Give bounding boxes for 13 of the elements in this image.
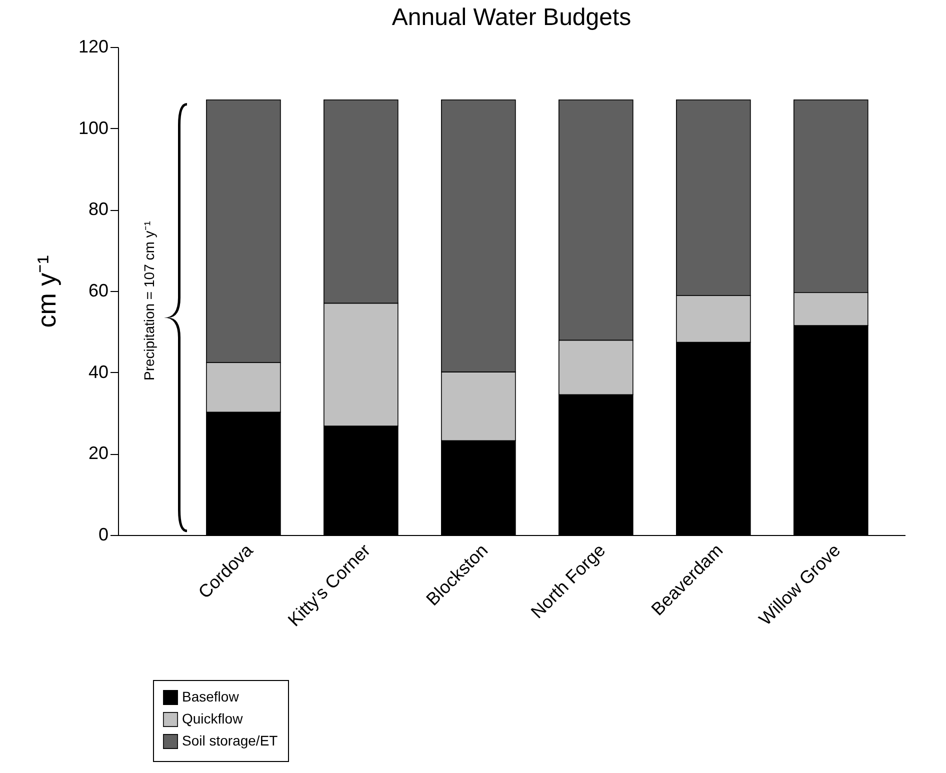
y-tick-label: 40 bbox=[88, 362, 108, 382]
legend-label: Quickflow bbox=[182, 710, 244, 726]
y-tick-label: 20 bbox=[88, 443, 108, 464]
y-tick-label: 80 bbox=[88, 199, 108, 220]
legend-label: Soil storage/ET bbox=[182, 732, 278, 748]
y-axis-title: cm y⁻¹ bbox=[31, 254, 62, 328]
y-tick-label: 100 bbox=[78, 118, 108, 138]
annotation: Precipitation = 107 cm y⁻¹ bbox=[141, 220, 157, 380]
chart-title: Annual Water Budgets bbox=[392, 4, 632, 31]
y-tick-label: 60 bbox=[88, 280, 108, 300]
legend-label: Baseflow bbox=[182, 688, 240, 704]
y-tick-label: 0 bbox=[98, 524, 108, 544]
y-tick-label: 120 bbox=[78, 36, 108, 56]
